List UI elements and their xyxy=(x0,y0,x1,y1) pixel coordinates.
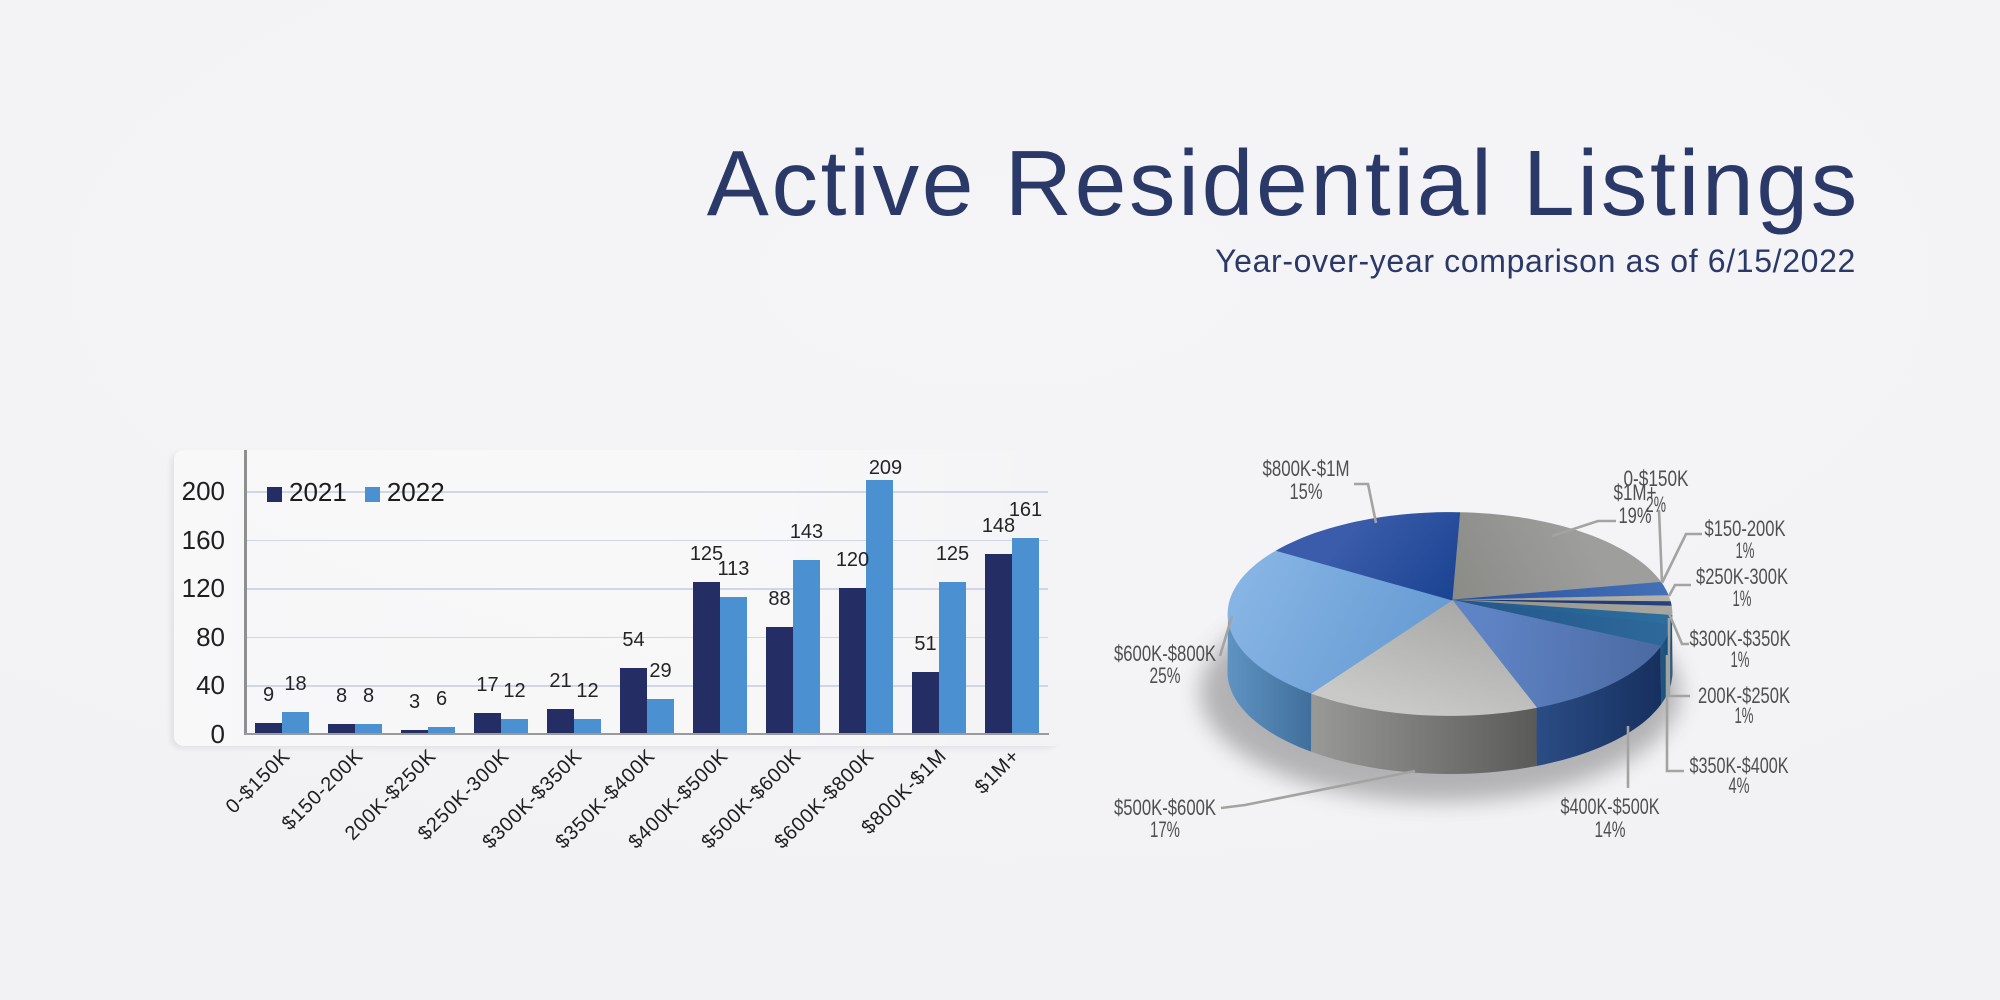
svg-text:$300K-$350K: $300K-$350K xyxy=(1690,626,1791,651)
svg-text:$1M+: $1M+ xyxy=(1614,480,1657,505)
svg-text:0-$150K: 0-$150K xyxy=(1624,466,1689,491)
svg-text:1%: 1% xyxy=(1731,647,1750,672)
svg-text:$400K-$500K: $400K-$500K xyxy=(1561,794,1660,819)
svg-text:$800K-$1M: $800K-$1M xyxy=(1263,456,1350,481)
svg-text:$150-200K: $150-200K xyxy=(1705,516,1786,541)
svg-text:$600K-$800K: $600K-$800K xyxy=(1114,641,1216,666)
svg-text:1%: 1% xyxy=(1735,703,1754,728)
svg-text:$350K-$400K: $350K-$400K xyxy=(1690,753,1789,778)
svg-text:$500K-$600K: $500K-$600K xyxy=(1114,795,1216,820)
svg-text:1%: 1% xyxy=(1736,538,1755,563)
svg-text:4%: 4% xyxy=(1729,773,1750,798)
svg-text:200K-$250K: 200K-$250K xyxy=(1698,683,1790,708)
svg-text:$250K-300K: $250K-300K xyxy=(1696,564,1788,589)
svg-text:2%: 2% xyxy=(1646,492,1666,517)
svg-text:25%: 25% xyxy=(1150,663,1181,688)
svg-text:1%: 1% xyxy=(1733,586,1752,611)
svg-text:17%: 17% xyxy=(1150,817,1180,842)
svg-text:14%: 14% xyxy=(1595,817,1626,842)
svg-text:19%: 19% xyxy=(1619,503,1652,528)
svg-text:15%: 15% xyxy=(1290,479,1323,504)
